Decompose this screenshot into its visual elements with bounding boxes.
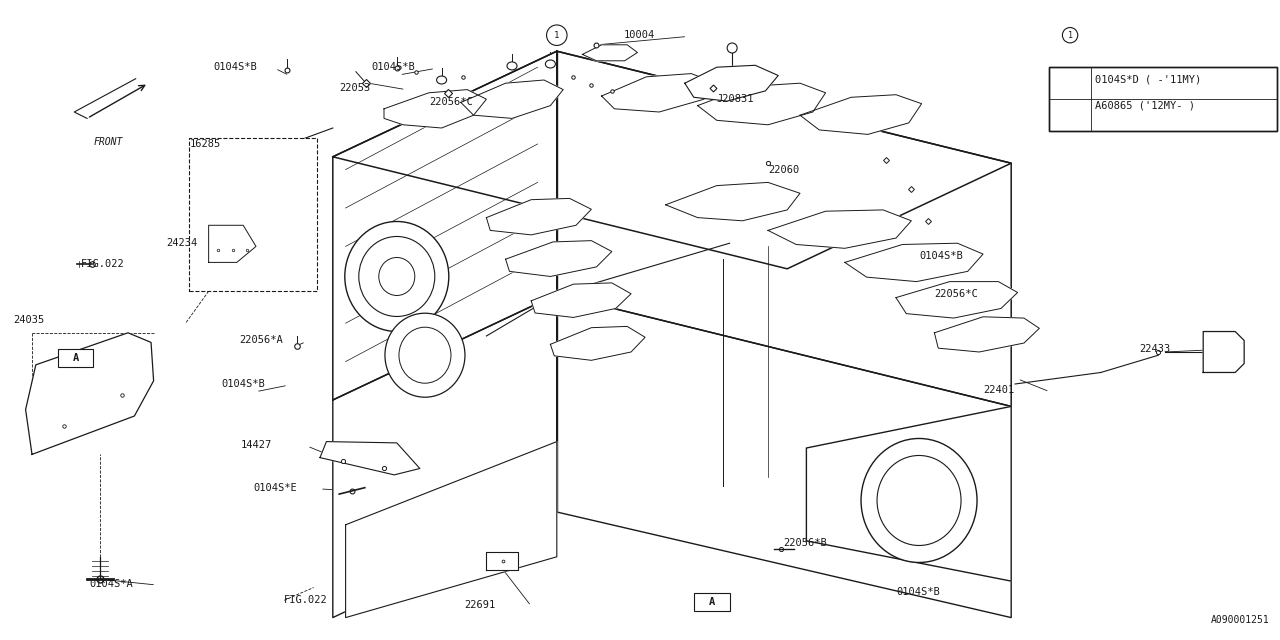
- Polygon shape: [550, 326, 645, 360]
- Ellipse shape: [385, 313, 465, 397]
- Polygon shape: [346, 442, 557, 618]
- Polygon shape: [333, 294, 557, 618]
- Text: J20831: J20831: [717, 94, 754, 104]
- Text: A: A: [73, 353, 78, 363]
- Polygon shape: [333, 51, 1011, 269]
- Bar: [1050, 67, 1277, 131]
- Text: 22433: 22433: [1139, 344, 1170, 354]
- Ellipse shape: [877, 456, 961, 545]
- Text: 0104S*B: 0104S*B: [214, 62, 257, 72]
- Polygon shape: [602, 74, 717, 112]
- Text: 22401: 22401: [983, 385, 1014, 396]
- Bar: [189, 138, 317, 291]
- Text: FIG.022: FIG.022: [81, 259, 124, 269]
- Text: A090001251: A090001251: [1211, 614, 1270, 625]
- Polygon shape: [209, 225, 256, 262]
- Circle shape: [547, 25, 567, 45]
- Text: 24035: 24035: [13, 315, 44, 325]
- Text: 16285: 16285: [189, 139, 220, 149]
- Polygon shape: [531, 283, 631, 317]
- Polygon shape: [384, 90, 486, 128]
- Ellipse shape: [344, 221, 449, 332]
- Text: FRONT: FRONT: [93, 138, 123, 147]
- Polygon shape: [1203, 332, 1244, 372]
- Text: 22691: 22691: [465, 600, 495, 610]
- Polygon shape: [333, 51, 557, 400]
- Polygon shape: [26, 333, 154, 454]
- Bar: [58, 349, 93, 367]
- Text: 1: 1: [1068, 31, 1073, 40]
- Bar: [694, 593, 730, 611]
- Polygon shape: [486, 198, 591, 235]
- Circle shape: [1062, 28, 1078, 43]
- Text: A60865 ('12MY- ): A60865 ('12MY- ): [1094, 100, 1194, 110]
- Polygon shape: [582, 45, 637, 61]
- Polygon shape: [800, 95, 922, 134]
- Polygon shape: [557, 51, 1011, 406]
- Ellipse shape: [436, 76, 447, 84]
- Polygon shape: [506, 241, 612, 276]
- Ellipse shape: [358, 236, 435, 317]
- Text: 22056*B: 22056*B: [783, 538, 827, 548]
- Polygon shape: [557, 294, 1011, 618]
- Text: 0104S*B: 0104S*B: [221, 379, 265, 389]
- Text: 24234: 24234: [166, 238, 197, 248]
- Polygon shape: [934, 317, 1039, 352]
- Ellipse shape: [727, 43, 737, 53]
- Polygon shape: [666, 182, 800, 221]
- Ellipse shape: [379, 257, 415, 296]
- Text: A: A: [709, 597, 714, 607]
- Polygon shape: [768, 210, 911, 248]
- Text: 22056*A: 22056*A: [239, 335, 283, 346]
- Ellipse shape: [507, 62, 517, 70]
- Polygon shape: [896, 282, 1018, 318]
- Polygon shape: [806, 406, 1011, 581]
- Text: 0104S*B: 0104S*B: [371, 62, 415, 72]
- Text: 0104S*B: 0104S*B: [919, 251, 963, 261]
- Polygon shape: [320, 442, 420, 475]
- Ellipse shape: [861, 438, 977, 563]
- Text: 0104S*B: 0104S*B: [896, 587, 940, 597]
- Text: 0104S*A: 0104S*A: [90, 579, 133, 589]
- Polygon shape: [845, 243, 983, 282]
- Polygon shape: [685, 65, 778, 101]
- Polygon shape: [698, 83, 826, 125]
- Ellipse shape: [399, 327, 451, 383]
- Text: 0104S*E: 0104S*E: [253, 483, 297, 493]
- Text: 14427: 14427: [241, 440, 271, 450]
- Text: 10004: 10004: [623, 30, 654, 40]
- Polygon shape: [486, 552, 518, 570]
- Ellipse shape: [545, 60, 556, 68]
- Text: 22060: 22060: [768, 164, 799, 175]
- Text: 0104S*D ( -'11MY): 0104S*D ( -'11MY): [1094, 74, 1201, 84]
- Text: 22053: 22053: [339, 83, 370, 93]
- Text: 22056*C: 22056*C: [429, 97, 472, 108]
- Text: FIG.022: FIG.022: [284, 595, 328, 605]
- Bar: [1050, 67, 1277, 131]
- Polygon shape: [461, 80, 563, 118]
- Text: 1: 1: [554, 31, 559, 40]
- Text: 22056*C: 22056*C: [934, 289, 978, 300]
